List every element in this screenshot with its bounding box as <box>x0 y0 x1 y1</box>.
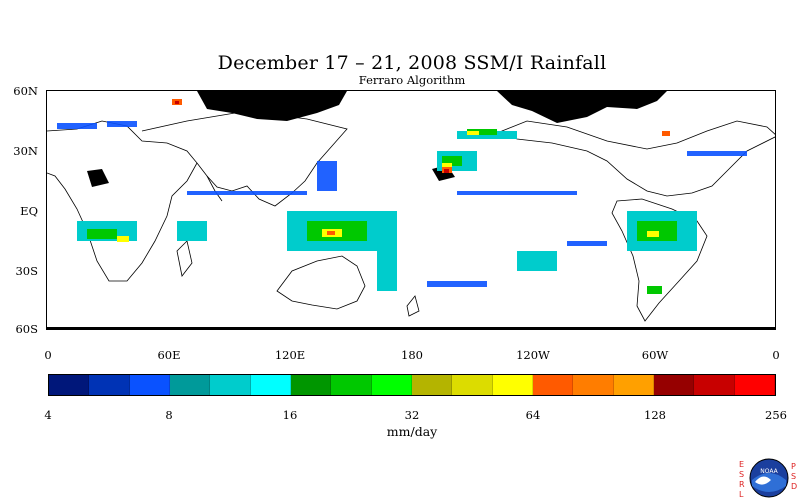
colorbar-swatch <box>169 375 211 395</box>
colorbar-swatch <box>250 375 291 395</box>
colorbar-swatch <box>492 375 533 395</box>
lat-label-60n: 60N <box>13 84 38 98</box>
svg-text:NOAA: NOAA <box>760 468 778 475</box>
colorbar-swatch <box>734 375 775 395</box>
colorbar-tick-4: 4 <box>44 408 52 422</box>
lon-label-120e: 120E <box>274 348 306 362</box>
polar-land <box>47 91 775 329</box>
colorbar-swatch <box>694 375 735 395</box>
colorbar-swatch <box>573 375 614 395</box>
colorbar-swatch <box>89 375 130 395</box>
colorbar-tick-32: 32 <box>404 408 420 422</box>
rainfall-field <box>57 99 747 294</box>
colorbar-swatch <box>210 375 251 395</box>
map-title: December 17 – 21, 2008 SSM/I Rainfall <box>217 52 607 74</box>
colorbar-swatch <box>371 375 412 395</box>
colorbar-unit: mm/day <box>386 424 438 439</box>
lat-label-30n: 30N <box>13 144 38 158</box>
colorbar-swatch <box>49 375 90 395</box>
colorbar-swatch <box>613 375 654 395</box>
lat-label-30s: 30S <box>15 264 38 278</box>
colorbar <box>48 374 776 396</box>
colorbar-swatch <box>290 375 332 395</box>
map-subtitle: Ferraro Algorithm <box>358 73 466 87</box>
noaa-logo: NOAA <box>749 458 789 498</box>
rainfall-map <box>46 90 776 330</box>
colorbar-swatch <box>532 375 574 395</box>
lon-label-60e: 60E <box>157 348 181 362</box>
lat-label-eq: EQ <box>20 204 38 218</box>
psd-letters: PSD <box>791 462 798 491</box>
lon-label-180: 180 <box>401 348 423 362</box>
colorbar-tick-256: 256 <box>765 408 787 422</box>
colorbar-tick-128: 128 <box>644 408 666 422</box>
colorbar-swatch <box>331 375 372 395</box>
colorbar-swatch <box>452 375 493 395</box>
colorbar-tick-8: 8 <box>165 408 173 422</box>
colorbar-swatch <box>129 375 170 395</box>
lon-label-0-end: 0 <box>772 348 780 362</box>
lon-label-120w: 120W <box>516 348 550 362</box>
map-canvas <box>47 91 775 329</box>
colorbar-swatch <box>653 375 695 395</box>
colorbar-swatch <box>411 375 453 395</box>
colorbar-tick-64: 64 <box>525 408 541 422</box>
lat-label-60s: 60S <box>15 322 38 336</box>
esrl-letters: ESRL <box>739 460 745 499</box>
lon-label-60w: 60W <box>641 348 669 362</box>
colorbar-tick-16: 16 <box>282 408 298 422</box>
lon-label-0: 0 <box>44 348 52 362</box>
